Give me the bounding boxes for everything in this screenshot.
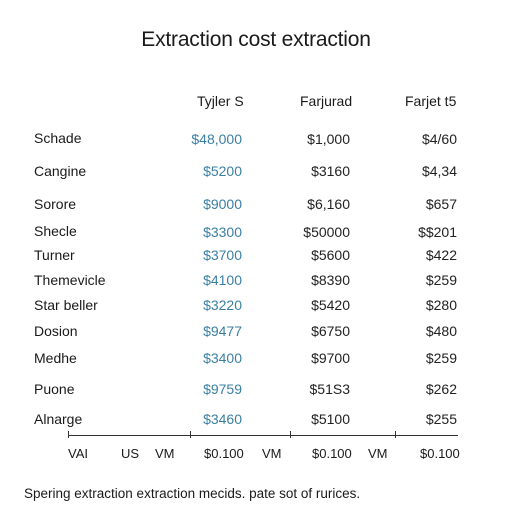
footnote: Spering extraction extraction mecids. pa… xyxy=(24,486,361,501)
footer-cell: $0.100 xyxy=(204,446,244,461)
rule-tick xyxy=(395,431,396,438)
table-cell: $262 xyxy=(425,381,457,397)
table-cell: $259 xyxy=(425,272,457,288)
table-cell: $5420 xyxy=(311,297,350,313)
table-cell: $1,000 xyxy=(307,131,350,147)
table-cell: $4/60 xyxy=(421,131,457,147)
row-label: Medhe xyxy=(34,350,77,366)
table-cell: $6750 xyxy=(311,323,350,339)
table-cell: $5100 xyxy=(311,411,350,427)
table-cell: $5200 xyxy=(203,163,242,179)
table-cell: $9700 xyxy=(311,350,350,366)
row-label: Sorore xyxy=(34,196,77,212)
table-cell: $5600 xyxy=(311,247,350,263)
footer-cell: $0.100 xyxy=(312,446,352,461)
table-cell: $280 xyxy=(425,297,457,313)
table-cell: $480 xyxy=(425,323,457,339)
footer-cell: US xyxy=(121,446,140,461)
footer-cell: $0.100 xyxy=(420,446,460,461)
row-label: Dosion xyxy=(34,323,78,339)
table-cell: $9759 xyxy=(203,381,242,397)
page-title: Extraction cost extraction xyxy=(141,28,371,51)
table-cell: $9000 xyxy=(203,196,242,212)
footer-cell: VAI xyxy=(68,446,88,461)
column-header-3: Farjet t5 xyxy=(405,93,457,109)
row-label: Cangine xyxy=(34,163,87,179)
table-cell: $3460 xyxy=(203,411,242,427)
row-label: Star beller xyxy=(34,297,98,313)
table-cell: $9477 xyxy=(203,323,242,339)
rule-tick xyxy=(290,431,291,438)
footer-cell: VM xyxy=(368,446,388,461)
table-cell: $3300 xyxy=(203,224,242,240)
row-label: Schade xyxy=(34,130,82,146)
table-cell: $3400 xyxy=(203,350,242,366)
table-cell: $4,34 xyxy=(421,163,457,179)
table-cell: $657 xyxy=(425,196,457,212)
row-label: Alnarge xyxy=(34,411,83,427)
row-label: Shecle xyxy=(34,223,77,239)
table-cell: $51S3 xyxy=(309,381,350,397)
table-cell: $422 xyxy=(425,247,457,263)
table-rule xyxy=(68,435,458,436)
row-label: Turner xyxy=(34,247,75,263)
table-cell: $4100 xyxy=(203,272,242,288)
table-cell: $3700 xyxy=(203,247,242,263)
footer-cell: VM xyxy=(155,446,175,461)
rule-tick xyxy=(68,431,69,438)
table-cell: $3220 xyxy=(203,297,242,313)
footer-cell: VM xyxy=(262,446,282,461)
table-cell: $6,160 xyxy=(307,196,350,212)
table-cell: $255 xyxy=(425,411,457,427)
table-cell: $50000 xyxy=(303,224,350,240)
table-cell: $259 xyxy=(425,350,457,366)
table-cell: $$201 xyxy=(418,224,457,240)
row-label: Themevicle xyxy=(34,272,106,288)
column-header-2: Farjurad xyxy=(300,93,353,109)
table-cell: $8390 xyxy=(311,272,350,288)
table-cell: $3160 xyxy=(311,163,350,179)
rule-tick xyxy=(190,431,191,438)
row-label: Puone xyxy=(34,381,75,397)
table-cell: $48,000 xyxy=(191,131,242,147)
column-header-1: Tyjler S xyxy=(197,93,244,109)
